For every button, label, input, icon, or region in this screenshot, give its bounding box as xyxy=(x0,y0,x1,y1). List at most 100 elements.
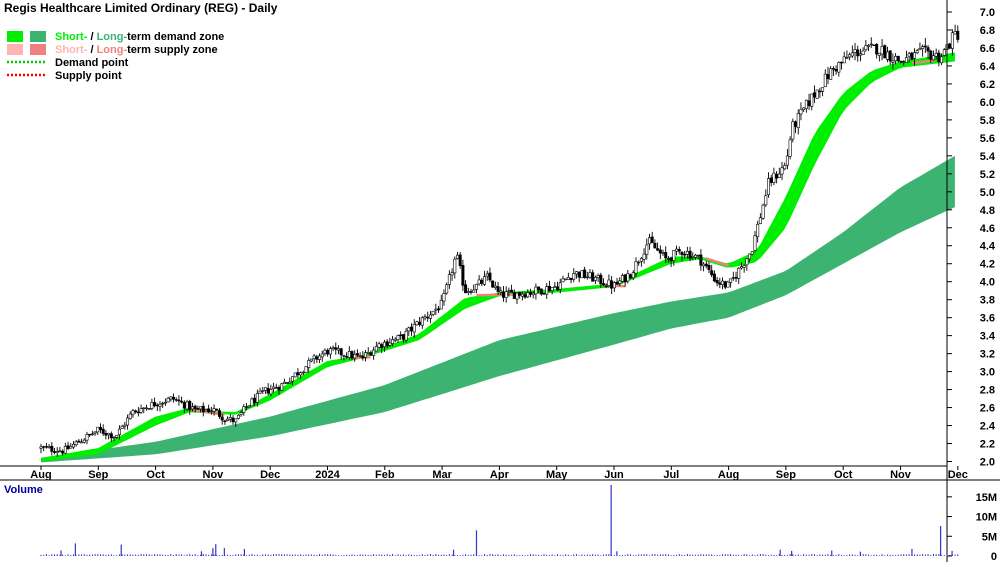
candle-body xyxy=(591,272,595,282)
candle-body xyxy=(315,356,319,360)
candle-body xyxy=(569,277,573,280)
candle-body xyxy=(250,398,254,407)
y-tick-label: 5.2 xyxy=(980,169,995,181)
candle-body xyxy=(588,272,592,278)
candle-body xyxy=(239,412,243,415)
y-tick-label: 3.0 xyxy=(980,367,995,379)
candle-body xyxy=(320,353,324,358)
x-tick-label: 2024 xyxy=(315,469,340,481)
candle-body xyxy=(934,53,938,57)
candle-body xyxy=(245,406,249,408)
y-tick-label: 4.4 xyxy=(980,241,996,253)
candle-body xyxy=(228,417,232,420)
candle-body xyxy=(672,250,676,261)
candle-body xyxy=(718,282,722,285)
candle-body xyxy=(815,89,819,99)
candle-body xyxy=(761,204,765,219)
candle-body xyxy=(293,372,297,378)
candle-body xyxy=(69,446,73,449)
candle-body xyxy=(372,349,376,356)
legend-supply-zone-short-swatch xyxy=(7,44,23,55)
candle-body xyxy=(166,397,170,403)
candle-body xyxy=(923,45,927,48)
candle-body xyxy=(493,285,497,288)
candle-body xyxy=(953,31,957,35)
candle-body xyxy=(207,408,211,413)
candle-body xyxy=(209,410,213,412)
y-tick-label: 6.8 xyxy=(980,25,995,37)
candle-body xyxy=(169,396,173,400)
candle-body xyxy=(558,282,562,290)
candle-body xyxy=(534,286,538,295)
candle-body xyxy=(50,445,54,452)
candle-body xyxy=(615,281,619,285)
candle-body xyxy=(691,256,695,258)
candle-body xyxy=(593,276,597,281)
candle-body xyxy=(450,272,454,276)
candle-body xyxy=(566,277,570,280)
candle-body xyxy=(888,50,892,62)
candle-body xyxy=(931,55,935,61)
candle-body xyxy=(596,275,600,278)
candle-body xyxy=(669,257,673,262)
candle-body xyxy=(501,291,505,298)
candle-body xyxy=(442,293,446,302)
volume-y-tick-label: 10M xyxy=(976,512,997,524)
y-tick-label: 2.8 xyxy=(980,385,995,397)
candle-body xyxy=(880,46,884,55)
x-tick-label: Dec xyxy=(948,469,968,481)
candle-body xyxy=(845,57,849,59)
candle-body xyxy=(437,308,441,311)
legend-supply-zone-long-swatch xyxy=(30,44,46,55)
candle-body xyxy=(280,383,284,391)
candle-body xyxy=(485,273,489,277)
candle-body xyxy=(610,280,614,289)
candle-body xyxy=(334,347,338,350)
candle-body xyxy=(266,388,270,394)
candle-body xyxy=(117,428,121,436)
candle-body xyxy=(799,109,803,115)
candle-body xyxy=(612,282,616,289)
candle-body xyxy=(393,338,397,341)
candle-body xyxy=(385,341,389,347)
candle-body xyxy=(702,263,706,267)
candle-body xyxy=(604,285,608,288)
candle-body xyxy=(599,274,603,285)
legend-demand-point-label: Demand point xyxy=(55,57,129,69)
candle-body xyxy=(412,324,416,333)
candle-body xyxy=(85,434,89,441)
candle-body xyxy=(223,420,227,423)
candle-body xyxy=(447,274,451,285)
candle-body xyxy=(685,251,689,255)
candle-body xyxy=(826,74,830,80)
x-tick-label: Nov xyxy=(890,469,912,481)
candle-body xyxy=(526,292,530,298)
candle-body xyxy=(391,339,395,344)
candle-body xyxy=(345,356,349,358)
candle-body xyxy=(296,372,300,376)
candle-body xyxy=(144,407,148,410)
x-tick-label: Aug xyxy=(718,469,739,481)
candle-body xyxy=(710,270,714,276)
candle-body xyxy=(193,405,197,409)
candle-body xyxy=(788,139,792,157)
candle-body xyxy=(861,50,865,55)
candle-body xyxy=(299,372,303,376)
candle-body xyxy=(883,45,887,59)
candle-body xyxy=(53,451,57,453)
candle-body xyxy=(226,418,230,422)
candle-body xyxy=(377,343,381,348)
legend-demand-zone-long-swatch xyxy=(30,31,46,42)
candle-body xyxy=(574,271,578,275)
candle-body xyxy=(426,316,430,319)
candle-body xyxy=(929,50,933,60)
candle-body xyxy=(188,400,192,411)
candle-body xyxy=(620,275,624,282)
candle-body xyxy=(399,334,403,337)
candle-body xyxy=(677,249,681,252)
candle-body xyxy=(366,352,370,354)
candle-body xyxy=(277,387,281,391)
candle-body xyxy=(537,286,541,291)
candle-body xyxy=(434,308,438,311)
candle-body xyxy=(956,30,960,40)
